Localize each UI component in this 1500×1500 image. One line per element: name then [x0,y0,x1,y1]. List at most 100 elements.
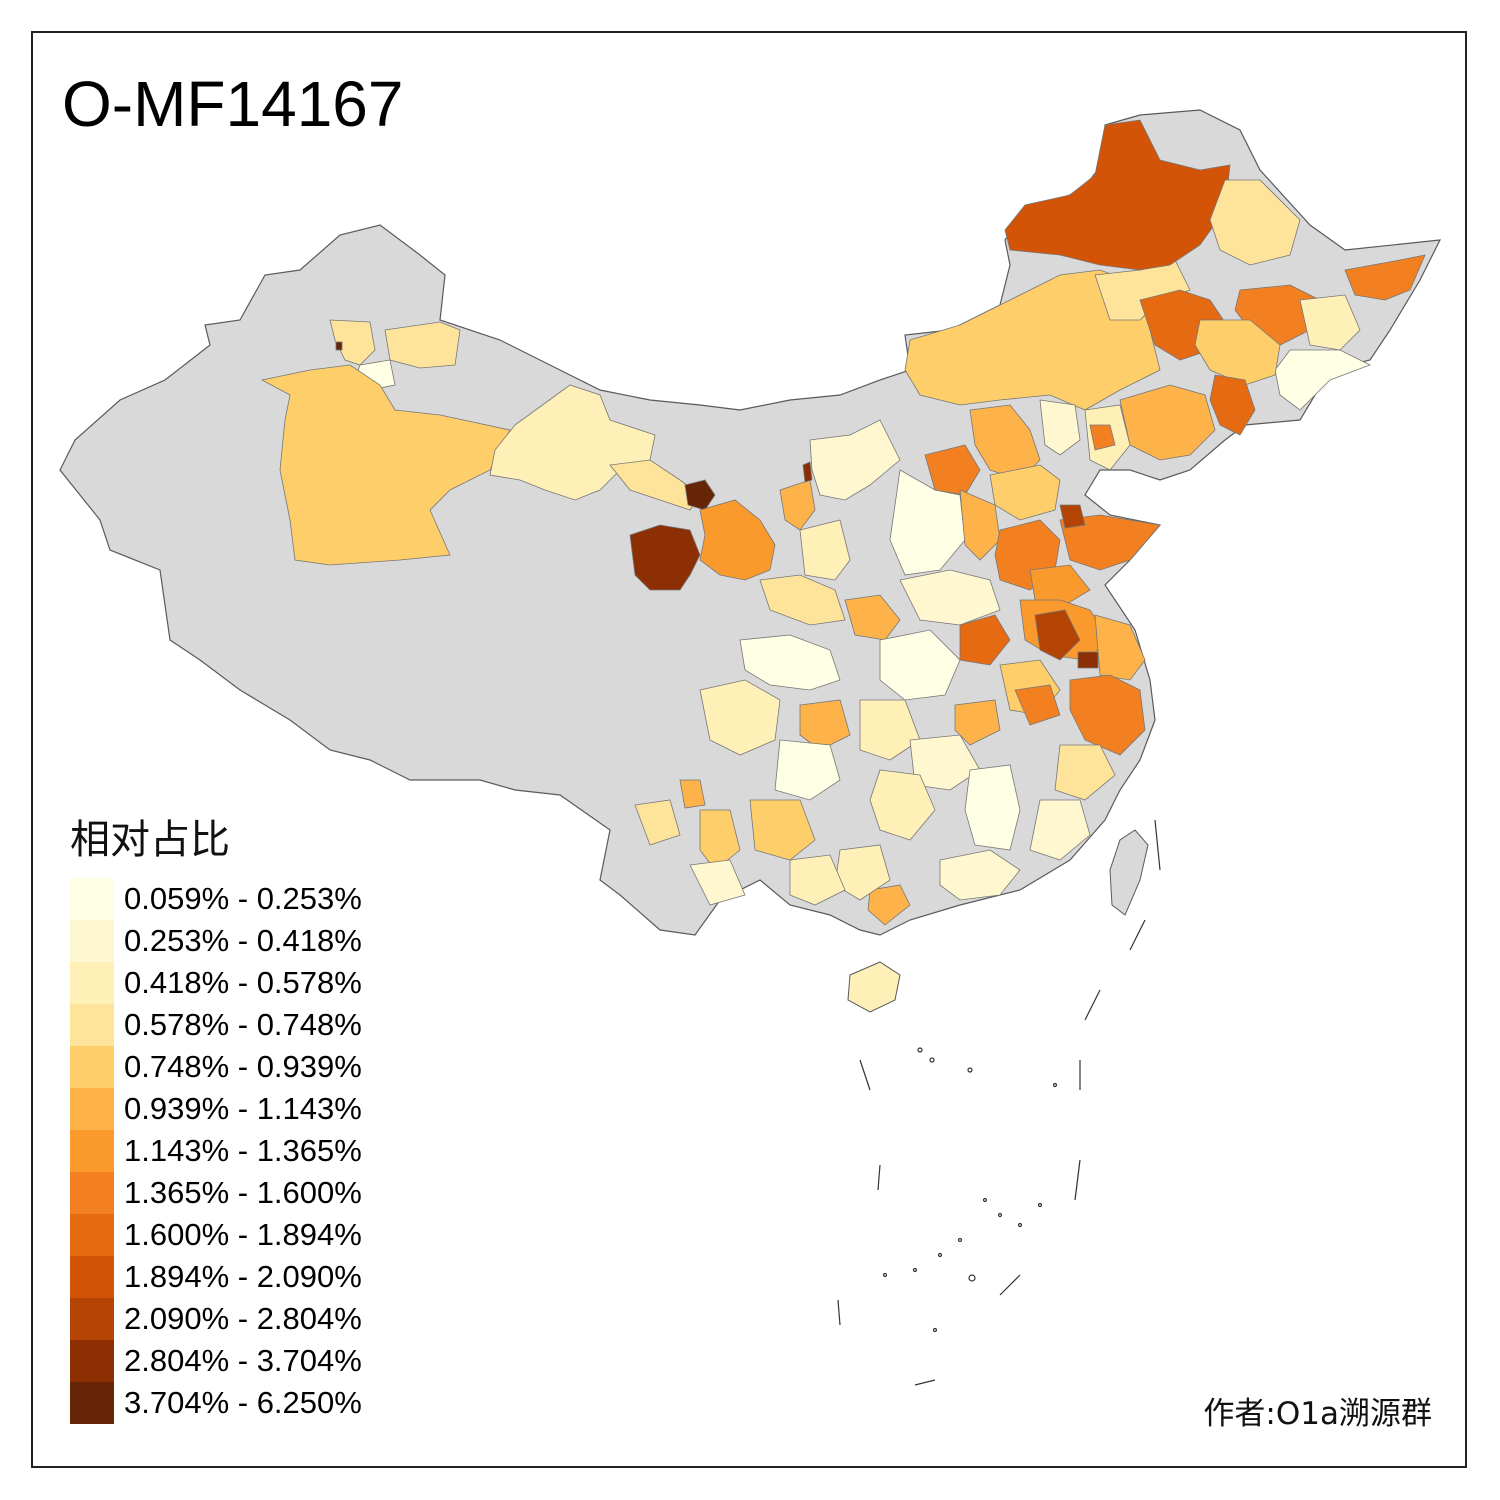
legend-label: 0.578% - 0.748% [124,1007,362,1042]
region-chongqing [799,699,851,751]
region-henan-central [959,614,1011,666]
legend-item: 1.894% - 2.090% [70,1256,362,1298]
legend-title: 相对占比 [70,817,230,863]
legend-label: 1.143% - 1.365% [124,1133,362,1168]
hainan-island [847,961,901,1013]
region-shanxi-central [889,469,966,576]
region-shanxi-north [924,444,981,496]
legend-label: 1.365% - 1.600% [124,1175,362,1210]
taiwan-island [1109,829,1149,916]
legend-swatch [70,1382,114,1424]
region-heilongjiang-far-east [1344,254,1426,301]
legend-item: 3.704% - 6.250% [70,1382,362,1424]
region-hubei-central [954,699,1001,746]
legend-item: 0.748% - 0.939% [70,1046,362,1088]
region-guangdong-north [939,849,1021,901]
author-credit: 作者:O1a溯源群 [1203,1396,1432,1432]
map-title: O-MF14167 [62,68,404,140]
region-shaanxi-south [759,574,846,626]
legend-label: 0.418% - 0.578% [124,965,362,1000]
legend-item: 0.939% - 1.143% [70,1088,362,1130]
legend-label: 3.704% - 6.250% [124,1385,362,1420]
region-shaanxi-north [799,519,851,581]
region-xinjiang-dark [335,341,343,351]
region-heilongjiang-mid [1299,294,1361,351]
region-ningxia-dark [802,461,813,483]
legend-swatch [70,1298,114,1340]
region-hunan [869,769,936,841]
legend-label: 1.894% - 2.090% [124,1259,362,1294]
region-jiangsu-south [1094,614,1146,681]
legend-label: 0.059% - 0.253% [124,881,362,916]
region-shandong-dark [1059,504,1086,529]
region-guangdong-pearl [867,884,911,926]
legend-item: 0.418% - 0.578% [70,962,362,1004]
region-liaoning-sw [1089,424,1116,451]
legend-label: 1.600% - 1.894% [124,1217,362,1252]
legend-swatch [70,1130,114,1172]
region-xinjiang-north-b [384,321,461,369]
region-anhui-dark [1034,609,1081,661]
legend-label: 0.748% - 0.939% [124,1049,362,1084]
legend-item: 1.365% - 1.600% [70,1172,362,1214]
region-zhejiang-north [1069,674,1146,756]
region-yunnan-south [689,859,746,906]
region-inner-mongolia-central [809,419,901,501]
legend-item: 0.578% - 0.748% [70,1004,362,1046]
region-henan-north [899,569,1001,626]
legend-label: 0.253% - 0.418% [124,923,362,958]
region-zhejiang-south [1054,744,1116,801]
legend-swatch [70,1088,114,1130]
region-hubei-west [859,699,921,761]
region-jiangxi [964,764,1021,851]
region-jilin-central [1194,319,1281,386]
legend-item: 0.059% - 0.253% [70,878,362,920]
region-qinghai-dark [629,524,701,591]
region-xinjiang-south [260,364,511,566]
region-henan-south [879,629,961,701]
region-yunnan-west [634,799,681,846]
legend-swatch [70,1214,114,1256]
region-shandong-east [1059,514,1161,571]
legend: 相对占比 0.059% - 0.253% 0.253% - 0.418% 0.418… [70,820,362,1424]
region-inner-mongolia-east [904,269,1161,411]
region-heilongjiang-east [1209,179,1301,266]
legend-swatch [70,1172,114,1214]
south-china-sea-islands [837,819,1161,1386]
map-frame [31,31,1467,1468]
legend-swatch [70,1004,114,1046]
region-yunnan-north [679,779,706,809]
region-shanxi-south [959,489,1001,561]
region-sichuan-south [774,739,841,801]
legend-item: 1.143% - 1.365% [70,1130,362,1172]
legend-items: 0.059% - 0.253% 0.253% - 0.418% 0.418% - 0… [70,878,362,1424]
region-gansu-east [699,499,776,581]
region-heilongjiang-north [1004,119,1231,271]
legend-item: 1.600% - 1.894% [70,1214,362,1256]
legend-swatch [70,920,114,962]
region-sichuan-north [739,634,841,691]
legend-swatch [70,1046,114,1088]
legend-item: 2.804% - 3.704% [70,1340,362,1382]
region-jilin-south [1209,374,1256,436]
region-liaoning-north [1119,384,1216,461]
region-anhui-darker [1077,651,1099,669]
legend-swatch [70,1256,114,1298]
region-gansu-west [489,384,656,501]
legend-swatch [70,878,114,920]
legend-label: 0.939% - 1.143% [124,1091,362,1126]
legend-swatch [70,1340,114,1382]
region-fujian [1029,799,1091,861]
legend-label: 2.804% - 3.704% [124,1343,362,1378]
legend-swatch [70,962,114,1004]
region-gansu-dark [684,479,716,511]
region-guizhou [749,799,816,861]
region-shandong-south [1029,564,1091,606]
region-jilin-east [1274,349,1371,411]
legend-item: 0.253% - 0.418% [70,920,362,962]
region-beijing-tianjin [1039,399,1081,456]
legend-item: 2.090% - 2.804% [70,1298,362,1340]
region-anhui-central [1014,684,1061,726]
region-sichuan-central [699,679,781,756]
